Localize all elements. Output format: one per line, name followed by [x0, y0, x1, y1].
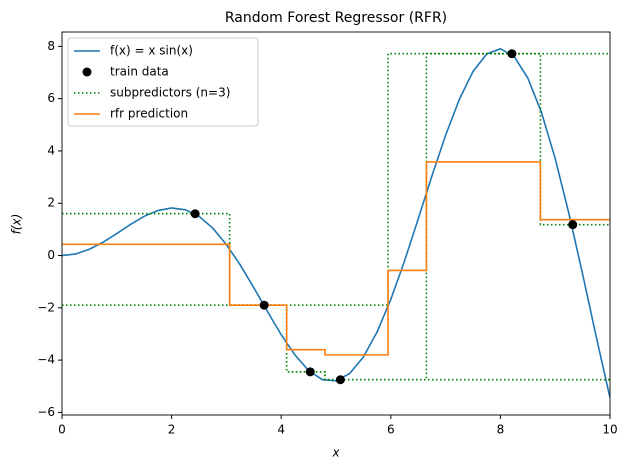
y-tick-label: 0: [47, 248, 55, 262]
point: [568, 220, 578, 230]
point: [507, 49, 517, 59]
point: [305, 367, 315, 377]
x-tick-label: 4: [277, 423, 285, 437]
legend-label: train data: [110, 65, 169, 79]
plot-area: [62, 47, 610, 398]
step-line: [62, 161, 610, 356]
y-tick-label: −2: [37, 300, 55, 314]
plot-frame: [61, 31, 611, 416]
x-axis-label: x: [331, 446, 340, 460]
y-tick-label: 6: [47, 91, 55, 105]
point: [335, 375, 345, 385]
legend-label: f(x) = x sin(x): [110, 44, 193, 58]
y-tick-label: 4: [47, 143, 55, 157]
legend-label: subpredictors (n=3): [110, 86, 230, 100]
legend-box: [67, 37, 259, 127]
legend-label: rfr prediction: [110, 107, 188, 121]
y-axis-label: f(x): [10, 214, 24, 235]
y-tick-label: 2: [47, 196, 55, 210]
y-tick-label: 8: [47, 39, 55, 53]
x-tick-label: 0: [58, 423, 66, 437]
legend-marker: [82, 67, 92, 77]
line: [62, 47, 610, 398]
chart-title: Random Forest Regressor (RFR): [225, 10, 447, 26]
y-tick-label: −6: [37, 405, 55, 419]
x-tick-label: 6: [387, 423, 395, 437]
x-tick-label: 10: [602, 423, 617, 437]
x-tick-label: 2: [168, 423, 176, 437]
point: [190, 209, 200, 219]
step-line: [62, 52, 610, 306]
x-tick-label: 8: [497, 423, 505, 437]
y-tick-label: −4: [37, 353, 55, 367]
point: [259, 300, 269, 310]
